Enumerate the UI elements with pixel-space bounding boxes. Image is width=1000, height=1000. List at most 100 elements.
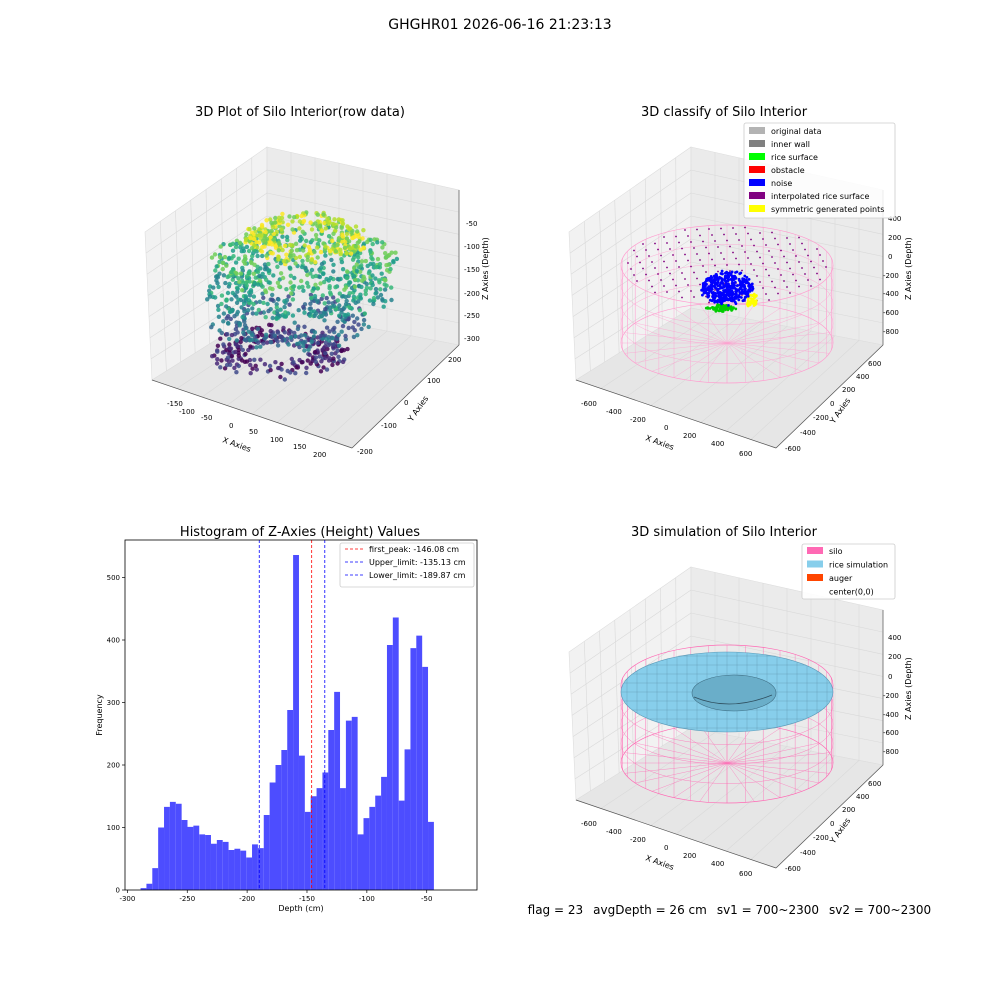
raw-point <box>309 227 315 232</box>
raw-point <box>238 339 243 345</box>
raw-point <box>345 346 350 352</box>
raw-point <box>331 295 336 300</box>
raw-point <box>355 229 360 234</box>
grid-line <box>266 192 460 235</box>
raw-point <box>278 307 283 312</box>
raw-point <box>217 254 223 260</box>
raw-point <box>344 236 350 241</box>
raw-point <box>237 279 242 285</box>
raw-point <box>371 295 377 301</box>
raw-point <box>320 347 325 352</box>
raw-point <box>331 231 336 236</box>
raw-point <box>258 357 263 362</box>
raw-point <box>304 365 309 370</box>
raw-point <box>282 377 287 382</box>
raw-point <box>280 211 285 217</box>
raw-zlabel: Z Axies (Depth) <box>481 237 490 300</box>
raw-point <box>350 257 356 262</box>
raw-point <box>299 264 305 270</box>
raw-point <box>302 333 308 338</box>
raw-ztick: -300 <box>464 335 480 343</box>
raw-point <box>215 303 221 309</box>
raw-point <box>321 365 326 370</box>
raw-point <box>355 316 360 321</box>
raw-point <box>342 245 348 250</box>
raw-point <box>214 361 220 366</box>
raw-point <box>317 238 322 243</box>
raw-point <box>263 315 268 320</box>
sv2-text: sv2 = 700~2300 <box>828 903 932 917</box>
raw-point <box>310 274 316 279</box>
raw-point <box>223 280 228 286</box>
raw-point <box>277 284 282 289</box>
raw-point <box>327 356 332 361</box>
raw-point <box>247 290 252 295</box>
raw-point <box>361 322 367 327</box>
raw-point <box>284 252 289 257</box>
grid-line <box>146 192 268 275</box>
raw-point <box>353 224 359 229</box>
raw-point <box>224 297 229 302</box>
raw-point <box>369 255 374 260</box>
raw-point <box>302 243 307 248</box>
raw-point <box>349 230 354 235</box>
raw-point <box>374 265 379 270</box>
raw-point <box>354 262 359 267</box>
raw-point <box>378 287 383 292</box>
grid-line <box>326 340 436 440</box>
raw-point <box>328 290 333 295</box>
raw-point <box>248 371 253 376</box>
raw-point <box>255 253 260 259</box>
raw-point <box>308 344 313 349</box>
raw-point <box>270 286 275 292</box>
raw-ztick: -200 <box>464 290 480 298</box>
raw-point <box>298 234 303 240</box>
raw-point <box>365 239 370 245</box>
raw-point <box>235 309 240 315</box>
raw-point <box>330 238 335 244</box>
raw-point <box>380 245 385 250</box>
raw-point <box>279 227 284 232</box>
raw-point <box>300 284 305 290</box>
raw-point <box>353 277 358 282</box>
raw-point <box>384 263 389 268</box>
raw-point <box>277 277 282 282</box>
raw-point <box>255 340 261 345</box>
raw-point <box>330 362 335 368</box>
raw-point <box>315 340 321 346</box>
raw-point <box>313 221 318 226</box>
raw-point <box>214 264 219 269</box>
raw-point <box>273 215 278 221</box>
raw-point <box>263 240 268 245</box>
raw-ytick: 0 <box>404 399 408 407</box>
raw-point <box>247 279 252 284</box>
raw-point <box>288 335 293 340</box>
raw-point <box>290 297 296 302</box>
raw-point <box>244 359 250 364</box>
raw-point <box>379 271 384 276</box>
raw-point <box>340 317 345 323</box>
raw-point <box>356 255 361 260</box>
raw-point <box>232 365 237 371</box>
raw-point <box>254 367 259 372</box>
raw-point <box>233 244 239 250</box>
raw-point <box>321 212 326 217</box>
raw-point <box>327 286 332 291</box>
raw-point <box>268 250 273 256</box>
raw-point <box>347 291 352 296</box>
raw-point <box>320 293 325 298</box>
raw-point <box>290 219 295 224</box>
raw-point <box>226 321 231 326</box>
raw-point <box>337 313 342 318</box>
raw-yticks: -200 -100 0 100 200 <box>357 356 461 456</box>
raw-point <box>301 288 306 293</box>
raw-point <box>373 276 378 281</box>
raw-point <box>210 354 215 359</box>
x-axis-line <box>151 379 353 449</box>
raw-point <box>331 222 337 227</box>
raw-point <box>230 248 236 253</box>
raw-xtick: 150 <box>293 443 306 451</box>
raw-point <box>286 331 292 336</box>
raw-point <box>335 298 340 303</box>
raw-point <box>352 284 358 289</box>
